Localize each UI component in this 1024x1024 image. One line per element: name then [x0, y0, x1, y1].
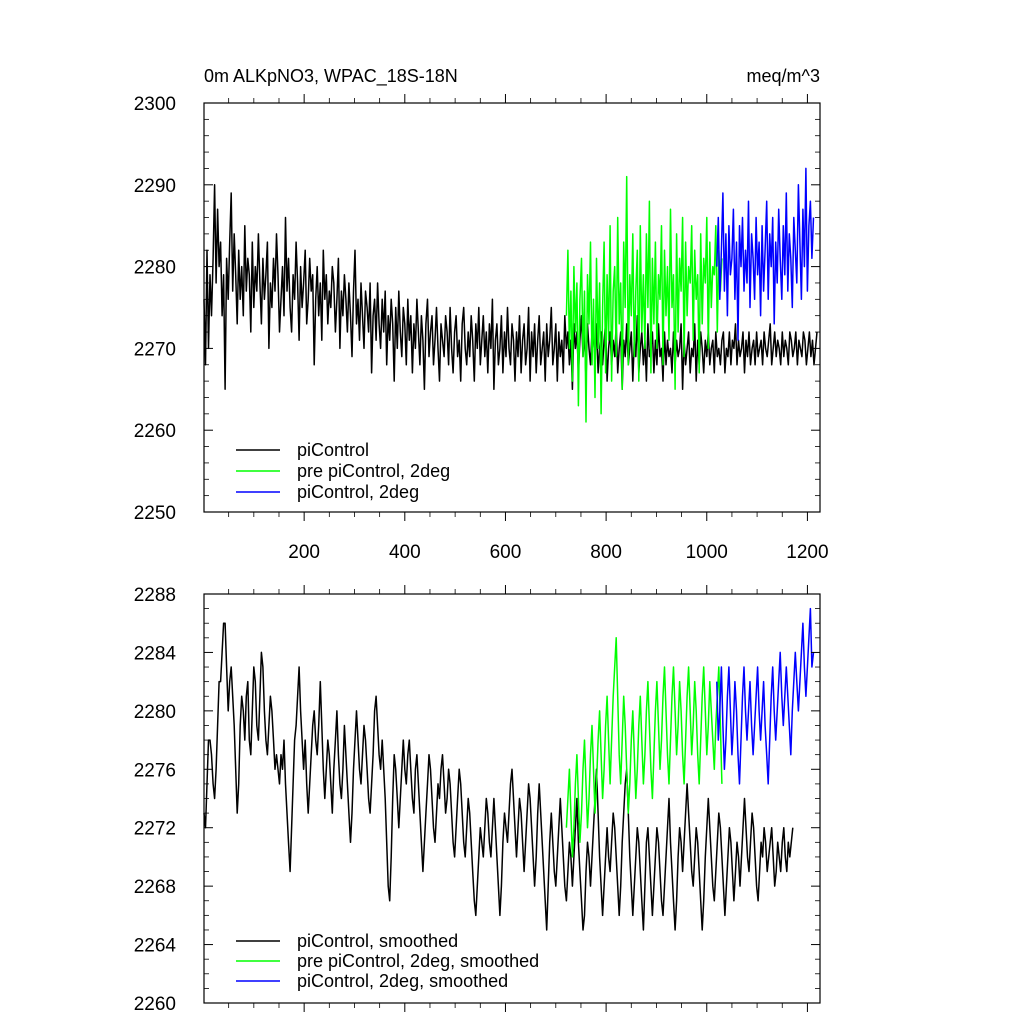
top-panel: 2250 2260 2270 2280 2290 2300 200 400 600 800 1000… [134, 94, 829, 563]
y-tick-label: 2280 [134, 702, 176, 723]
x-tick-label: 600 [490, 542, 522, 563]
legend-label-1: piControl [297, 440, 369, 460]
y-tick-label: 2300 [134, 94, 176, 115]
bottom-panel: 2260 2264 2268 2272 2276 2280 2284 2288 piContro… [134, 585, 821, 1015]
y-tick-label: 2290 [134, 176, 176, 197]
y-tick-label: 2268 [134, 877, 176, 898]
x-tick-label: 1200 [786, 542, 828, 563]
units-label: meq/m^3 [747, 66, 820, 86]
series-line-3 [716, 607, 815, 785]
series-line-3 [716, 167, 815, 341]
legend-label-2: pre piControl, 2deg [297, 461, 450, 481]
y-tick-label: 2264 [134, 936, 177, 957]
y-tick-label: 2288 [134, 585, 176, 606]
y-tick-label: 2272 [134, 819, 176, 840]
series-line-2 [565, 637, 723, 858]
series-line-1 [203, 622, 794, 931]
x-tick-label: 200 [288, 542, 320, 563]
y-tick-label: 2260 [134, 994, 176, 1015]
y-tick-label: 2284 [134, 643, 177, 664]
y-tick-label: 2276 [134, 760, 176, 781]
series-line-1 [203, 184, 818, 391]
legend-label-2: pre piControl, 2deg, smoothed [297, 951, 539, 971]
y-tick-label: 2270 [134, 339, 176, 360]
y-tick-label: 2250 [134, 503, 176, 524]
y-tick-label: 2260 [134, 421, 176, 442]
x-tick-label: 800 [590, 542, 622, 563]
legend-label-3: piControl, 2deg [297, 482, 419, 502]
chart-title: 0m ALKpNO3, WPAC_18S-18N [204, 66, 458, 87]
x-tick-label: 1000 [686, 542, 728, 563]
y-tick-label: 2280 [134, 258, 176, 279]
x-tick-label: 400 [389, 542, 421, 563]
legend-label-1: piControl, smoothed [297, 931, 458, 951]
legend-label-3: piControl, 2deg, smoothed [297, 971, 508, 991]
series-line-2 [565, 175, 723, 423]
plot-frame [203, 102, 821, 513]
